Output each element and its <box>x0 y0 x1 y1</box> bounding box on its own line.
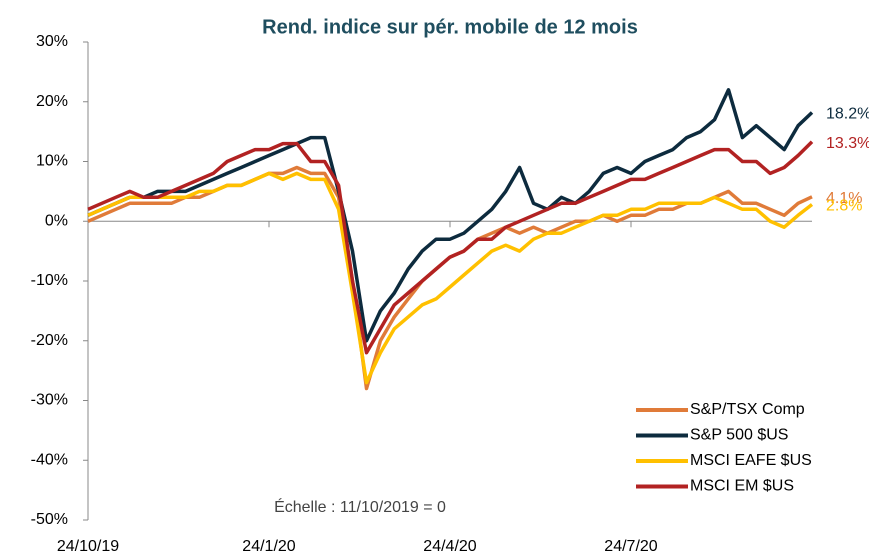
end-label: 2.8% <box>826 198 862 215</box>
legend-label: S&P/TSX Comp <box>690 401 805 418</box>
y-tick-label: -30% <box>31 392 68 409</box>
end-label: 18.2% <box>826 106 869 123</box>
end-label: 4.1% <box>826 190 862 207</box>
y-tick-label: 10% <box>36 153 68 170</box>
x-tick-label: 24/7/20 <box>604 538 657 555</box>
x-tick-label: 24/10/19 <box>57 538 119 555</box>
legend-label: S&P 500 $US <box>690 427 788 444</box>
annotation: Échelle : 11/10/2019 = 0 <box>274 497 446 516</box>
series-line <box>87 88 814 343</box>
chart-title: Rend. indice sur pér. mobile de 12 mois <box>262 16 638 38</box>
legend-label: MSCI EAFE $US <box>690 452 812 469</box>
legend-label: MSCI EM $US <box>690 478 794 495</box>
x-tick-label: 24/1/20 <box>242 538 295 555</box>
x-tick-label: 24/4/20 <box>423 538 476 555</box>
y-tick-label: 20% <box>36 93 68 110</box>
y-tick-label: -10% <box>31 272 68 289</box>
end-label: 13.3% <box>826 135 869 152</box>
y-tick-label: 0% <box>45 212 68 229</box>
series-line <box>87 171 814 385</box>
series-line <box>87 140 814 355</box>
y-tick-label: -50% <box>31 511 68 528</box>
y-tick-label: 30% <box>36 33 68 50</box>
y-tick-label: -40% <box>31 451 68 468</box>
y-tick-label: -20% <box>31 332 68 349</box>
